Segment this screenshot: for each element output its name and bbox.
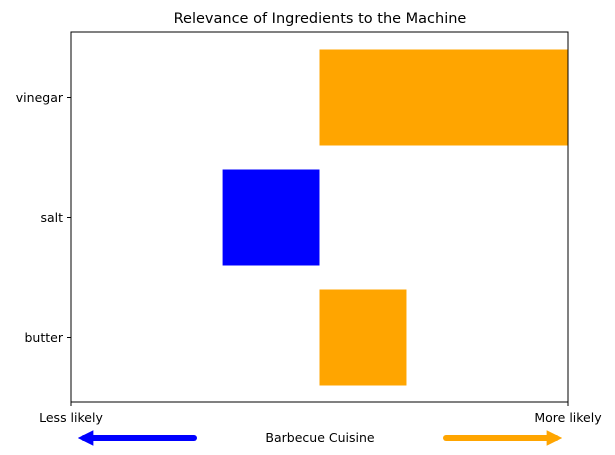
bar-vinegar xyxy=(319,49,568,146)
bar-butter xyxy=(319,289,407,386)
y-tick-label: salt xyxy=(40,210,63,225)
bars-layer xyxy=(222,49,568,386)
y-tick-label: vinegar xyxy=(16,90,64,105)
y-axis: butter salt vinegar xyxy=(16,90,71,345)
x-tick-label: Less likely xyxy=(39,410,103,425)
bar-salt xyxy=(222,169,320,266)
x-tick-label: More likely xyxy=(534,410,602,425)
x-axis: Less likely More likely xyxy=(39,402,602,425)
chart-title: Relevance of Ingredients to the Machine xyxy=(174,11,467,27)
x-axis-label: Barbecue Cuisine xyxy=(265,430,374,445)
y-tick-label: butter xyxy=(25,330,64,345)
